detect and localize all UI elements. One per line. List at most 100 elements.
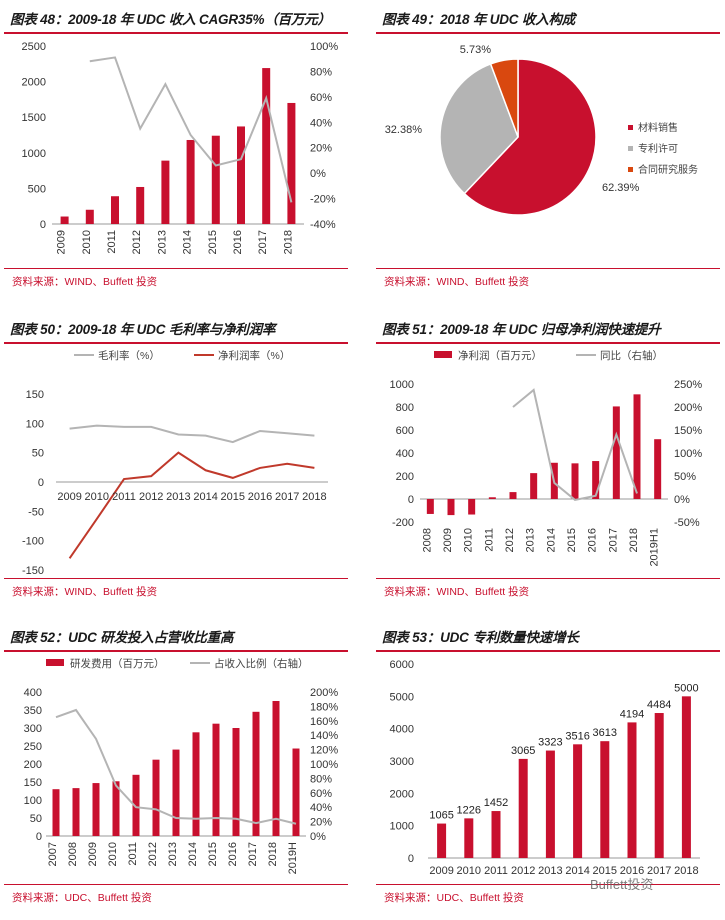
x-tick-label: 2009 — [87, 842, 99, 866]
y-tick-label: 0 — [408, 494, 414, 506]
x-tick-label: 2017 — [607, 528, 619, 552]
x-tick-label: 2010 — [463, 528, 475, 552]
x-tick-label: 2013 — [156, 230, 168, 254]
y-tick-label: 350 — [24, 705, 42, 717]
y-tick-label: 100 — [26, 418, 44, 430]
x-tick-label: 2018 — [674, 865, 698, 877]
bar — [213, 724, 220, 836]
x-tick-label: 2012 — [504, 528, 516, 552]
y2-tick-label: 80% — [310, 773, 332, 785]
x-tick-label: 2012 — [139, 491, 163, 503]
bar-value-label: 3613 — [593, 727, 617, 739]
source-divider — [4, 884, 348, 885]
panel-title: 图表 53：UDC 专利数量快速增长 — [382, 626, 579, 646]
bar — [111, 196, 119, 224]
panel-title: 图表 51：2009-18 年 UDC 归母净利润快速提升 — [382, 318, 661, 338]
y-tick-label: 100 — [24, 795, 42, 807]
bar-value-label: 5000 — [674, 682, 698, 694]
panel-title: 图表 48：2009-18 年 UDC 收入 CAGR35%（百万元） — [10, 8, 331, 28]
source-divider — [4, 578, 348, 579]
bar — [53, 789, 60, 836]
bar-value-label: 3323 — [538, 737, 562, 749]
bar — [287, 103, 295, 224]
y2-tick-label: 0% — [310, 168, 326, 180]
x-tick-label: 2007 — [47, 842, 59, 866]
x-tick-label: 2014 — [182, 230, 194, 254]
x-tick-label: 2018 — [628, 528, 640, 552]
y-tick-label: 200 — [396, 471, 414, 483]
source-divider — [376, 578, 720, 579]
panel-title: 图表 52：UDC 研发投入占营收比重高 — [10, 626, 233, 646]
series-line — [70, 453, 315, 559]
y-tick-label: 600 — [396, 425, 414, 437]
bar — [600, 741, 609, 858]
y-tick-label: 800 — [396, 402, 414, 414]
x-tick-label: 2009 — [57, 491, 81, 503]
panel-title: 图表 50：2009-18 年 UDC 毛利率与净利润率 — [10, 318, 275, 338]
y-tick-label: 2000 — [390, 788, 414, 800]
source-divider — [4, 268, 348, 269]
y-tick-label: 5000 — [390, 691, 414, 703]
x-tick-label: 2009 — [429, 865, 453, 877]
bar — [253, 712, 260, 836]
x-tick-label: 2009 — [442, 528, 454, 552]
y-tick-label: -50 — [28, 506, 44, 518]
panel-header: 图表 53：UDC 专利数量快速增长 — [376, 620, 720, 652]
slice-value-label: 32.38% — [385, 124, 423, 136]
bar — [682, 696, 691, 858]
rnd-chart: 研发费用（百万元）占收入比例（右轴）0501001502002503003504… — [4, 652, 348, 882]
bar — [468, 499, 475, 515]
x-tick-label: 2018 — [267, 842, 279, 866]
y-tick-label: 0 — [38, 477, 44, 489]
bar — [655, 713, 664, 858]
x-tick-label: 2011 — [112, 491, 136, 503]
source-note: 资料来源：UDC、Buffett 投资 — [12, 890, 152, 905]
y-tick-label: 2000 — [22, 77, 46, 89]
legend-label: 合同研究服务 — [638, 163, 698, 176]
x-tick-label: 2017 — [247, 842, 259, 866]
bar-value-label: 1065 — [429, 810, 453, 822]
slice-value-label: 5.73% — [460, 44, 491, 56]
y-tick-label: 0 — [40, 219, 46, 231]
legend-label: 材料销售 — [638, 121, 678, 134]
bar-value-label: 3065 — [511, 745, 535, 757]
legend-label: 占收入比例（右轴） — [214, 657, 309, 670]
bar — [573, 744, 582, 858]
series-line — [70, 426, 315, 442]
bar — [628, 722, 637, 858]
y-tick-label: 50 — [32, 448, 44, 460]
x-tick-label: 2016 — [227, 842, 239, 866]
bar — [427, 499, 434, 514]
bar-value-label: 4484 — [647, 699, 671, 711]
revenue-chart: 05001000150020002500-40%-20%0%20%40%60%8… — [4, 34, 348, 264]
x-tick-label: 2011 — [127, 842, 139, 866]
bar — [173, 750, 180, 836]
bar — [237, 126, 245, 224]
x-tick-label: 2011 — [483, 528, 495, 552]
bar — [136, 187, 144, 224]
bar — [530, 473, 537, 499]
x-tick-label: 2010 — [85, 491, 109, 503]
y-tick-label: 150 — [24, 777, 42, 789]
bar — [492, 811, 501, 858]
bar — [546, 751, 555, 858]
x-tick-label: 2015 — [221, 491, 245, 503]
y-tick-label: 50 — [30, 813, 42, 825]
source-note: 资料来源：WIND、Buffett 投资 — [12, 274, 157, 289]
panel-header: 图表 49：2018 年 UDC 收入构成 — [376, 2, 720, 34]
legend-swatch — [434, 351, 452, 358]
source-note: 资料来源：WIND、Buffett 投资 — [384, 274, 529, 289]
bar — [193, 732, 200, 836]
x-tick-label: 2015 — [207, 230, 219, 254]
y-tick-label: 1500 — [22, 112, 46, 124]
panel-header: 图表 50：2009-18 年 UDC 毛利率与净利润率 — [4, 312, 348, 344]
y2-tick-label: -40% — [310, 219, 336, 231]
x-tick-label: 2012 — [511, 865, 535, 877]
legend-swatch — [46, 659, 64, 666]
y-tick-label: -200 — [392, 517, 414, 529]
bar — [61, 217, 69, 224]
x-tick-label: 2010 — [457, 865, 481, 877]
x-tick-label: 2010 — [107, 842, 119, 866]
